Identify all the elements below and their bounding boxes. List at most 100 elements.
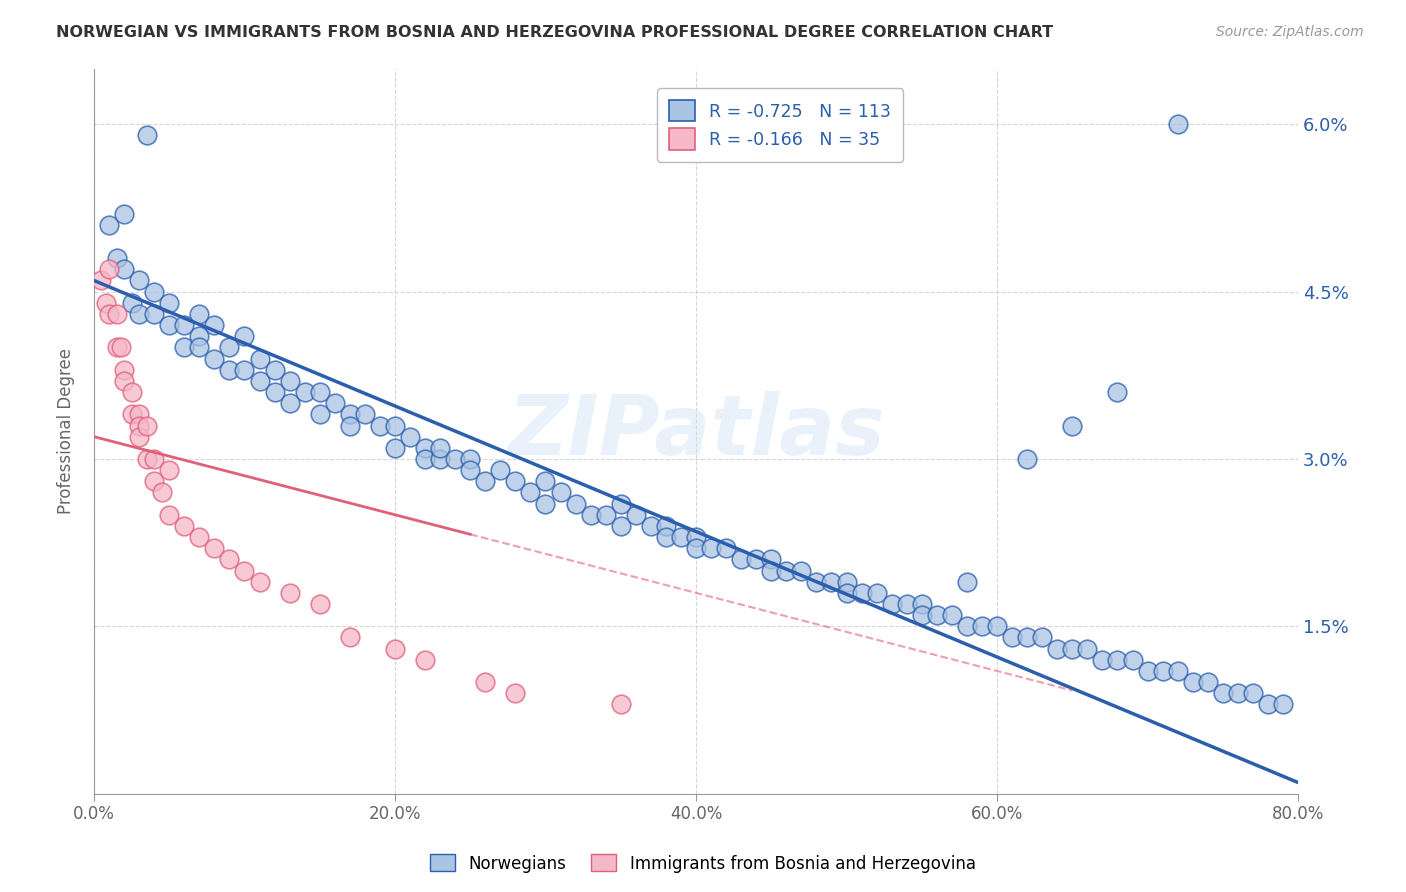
- Point: [1257, 698, 1279, 712]
- Point: [941, 608, 963, 623]
- Text: Source: ZipAtlas.com: Source: ZipAtlas.com: [1216, 25, 1364, 39]
- Point: [121, 408, 143, 422]
- Point: [94, 295, 117, 310]
- Point: [218, 340, 240, 354]
- Point: [135, 452, 157, 467]
- Point: [685, 530, 707, 544]
- Point: [1107, 385, 1129, 400]
- Point: [112, 206, 135, 220]
- Point: [761, 564, 783, 578]
- Point: [1167, 664, 1189, 678]
- Point: [775, 564, 797, 578]
- Point: [474, 675, 496, 690]
- Point: [714, 541, 737, 556]
- Point: [911, 597, 934, 611]
- Point: [263, 385, 285, 400]
- Point: [820, 574, 842, 589]
- Point: [150, 485, 173, 500]
- Point: [218, 363, 240, 377]
- Point: [384, 441, 406, 455]
- Point: [233, 363, 256, 377]
- Point: [458, 452, 481, 467]
- Point: [157, 463, 180, 477]
- Point: [98, 307, 121, 321]
- Point: [444, 452, 467, 467]
- Y-axis label: Professional Degree: Professional Degree: [58, 348, 75, 514]
- Point: [157, 318, 180, 332]
- Point: [233, 564, 256, 578]
- Point: [308, 408, 330, 422]
- Point: [249, 574, 271, 589]
- Point: [202, 541, 225, 556]
- Point: [339, 408, 361, 422]
- Point: [202, 318, 225, 332]
- Point: [157, 295, 180, 310]
- Point: [308, 385, 330, 400]
- Point: [505, 686, 527, 700]
- Point: [1272, 698, 1295, 712]
- Point: [458, 463, 481, 477]
- Point: [1091, 653, 1114, 667]
- Point: [429, 452, 451, 467]
- Point: [218, 552, 240, 566]
- Point: [384, 641, 406, 656]
- Point: [188, 530, 211, 544]
- Point: [624, 508, 647, 522]
- Point: [135, 418, 157, 433]
- Point: [188, 329, 211, 343]
- Point: [956, 619, 979, 633]
- Point: [1001, 631, 1024, 645]
- Point: [1167, 117, 1189, 131]
- Point: [98, 262, 121, 277]
- Point: [970, 619, 993, 633]
- Point: [157, 508, 180, 522]
- Point: [1212, 686, 1234, 700]
- Text: ZIPatlas: ZIPatlas: [508, 391, 884, 472]
- Point: [761, 552, 783, 566]
- Point: [368, 418, 391, 433]
- Point: [655, 530, 678, 544]
- Point: [896, 597, 918, 611]
- Point: [143, 475, 166, 489]
- Point: [700, 541, 723, 556]
- Point: [609, 519, 631, 533]
- Point: [835, 574, 858, 589]
- Point: [128, 408, 150, 422]
- Point: [323, 396, 346, 410]
- Point: [128, 430, 150, 444]
- Point: [1197, 675, 1219, 690]
- Point: [413, 441, 436, 455]
- Point: [730, 552, 752, 566]
- Legend: Norwegians, Immigrants from Bosnia and Herzegovina: Norwegians, Immigrants from Bosnia and H…: [423, 847, 983, 880]
- Point: [1241, 686, 1264, 700]
- Point: [413, 653, 436, 667]
- Point: [851, 586, 873, 600]
- Point: [188, 307, 211, 321]
- Point: [173, 519, 195, 533]
- Point: [925, 608, 948, 623]
- Point: [534, 475, 557, 489]
- Point: [505, 475, 527, 489]
- Point: [1046, 641, 1069, 656]
- Point: [399, 430, 422, 444]
- Point: [474, 475, 496, 489]
- Point: [128, 273, 150, 287]
- Point: [880, 597, 903, 611]
- Point: [339, 418, 361, 433]
- Point: [669, 530, 692, 544]
- Point: [1017, 452, 1039, 467]
- Point: [1107, 653, 1129, 667]
- Point: [143, 452, 166, 467]
- Legend: R = -0.725   N = 113, R = -0.166   N = 35: R = -0.725 N = 113, R = -0.166 N = 35: [657, 88, 903, 161]
- Point: [1121, 653, 1143, 667]
- Point: [121, 385, 143, 400]
- Point: [835, 586, 858, 600]
- Point: [1062, 641, 1084, 656]
- Point: [550, 485, 572, 500]
- Point: [188, 340, 211, 354]
- Point: [278, 396, 301, 410]
- Point: [609, 698, 631, 712]
- Point: [519, 485, 541, 500]
- Text: NORWEGIAN VS IMMIGRANTS FROM BOSNIA AND HERZEGOVINA PROFESSIONAL DEGREE CORRELAT: NORWEGIAN VS IMMIGRANTS FROM BOSNIA AND …: [56, 25, 1053, 40]
- Point: [595, 508, 617, 522]
